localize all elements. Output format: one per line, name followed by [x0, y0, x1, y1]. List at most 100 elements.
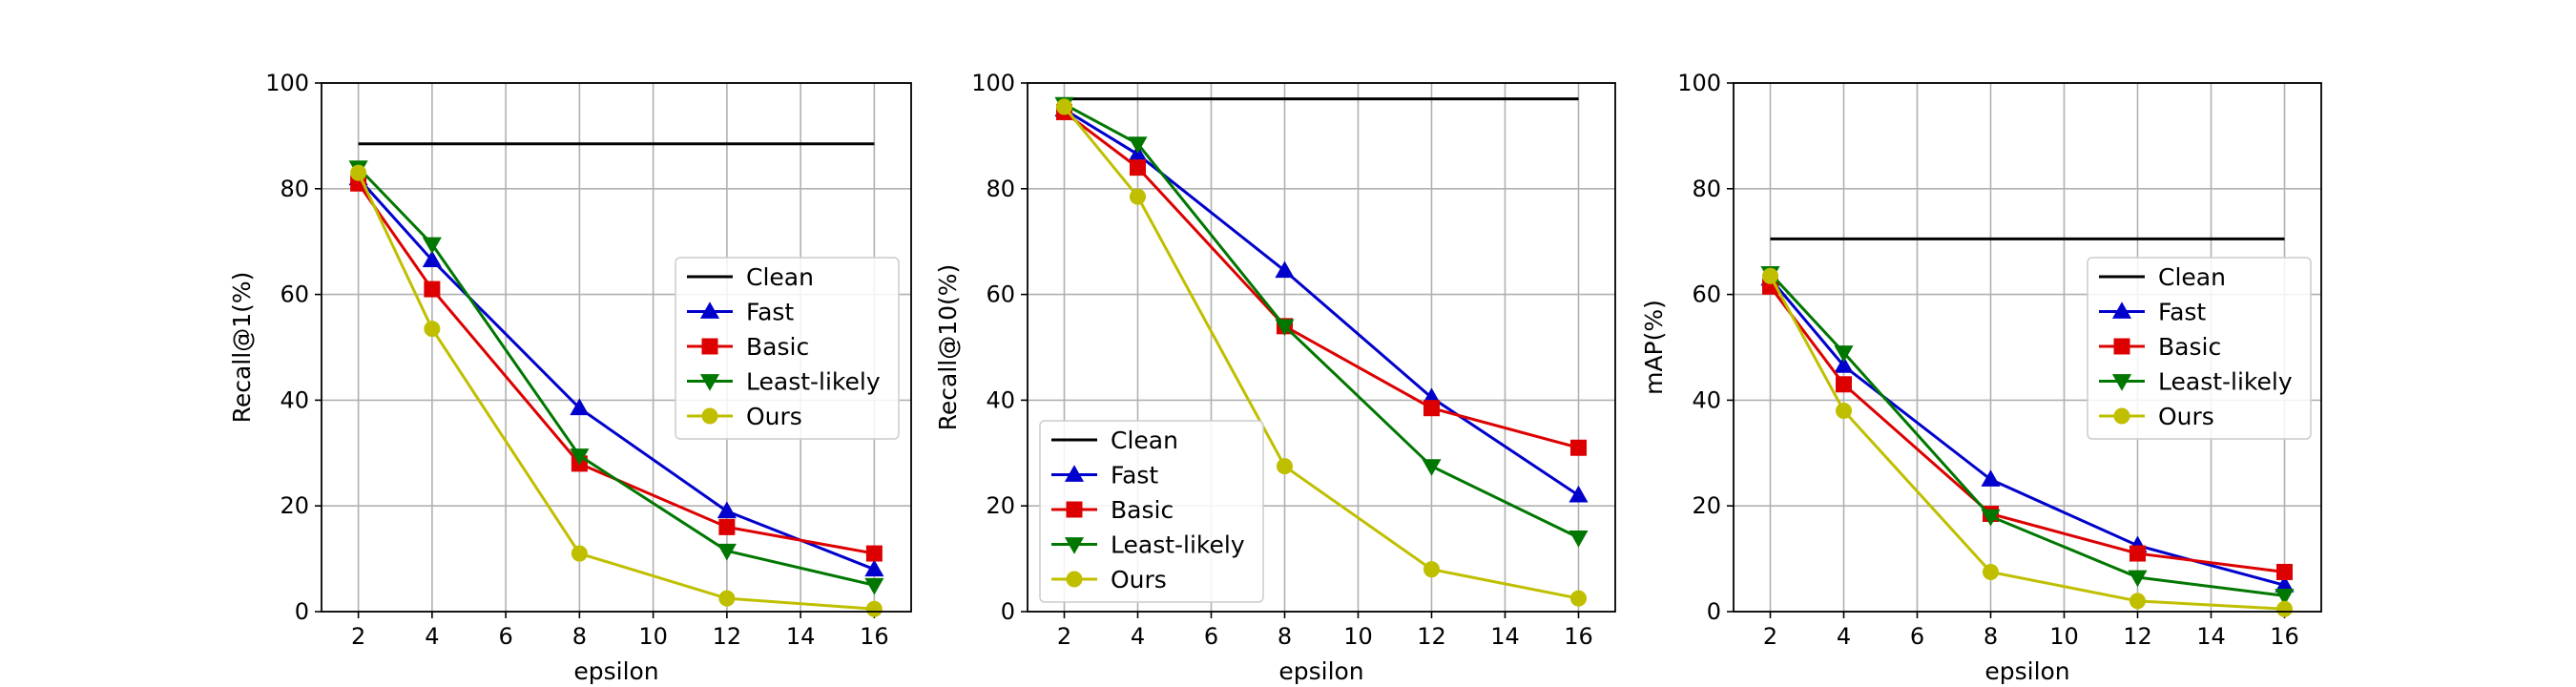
y-axis-title: Recall@1(%): [228, 272, 256, 424]
legend-label: Basic: [1111, 496, 1174, 524]
legend-marker-least-likely: [699, 374, 720, 391]
data-point-least-likely: [570, 448, 590, 466]
data-point-ours: [2129, 593, 2146, 610]
x-tick-label: 14: [2196, 623, 2226, 650]
legend-label: Least-likely: [1111, 531, 1245, 559]
data-point-ours: [1423, 561, 1440, 578]
legend-marker-basic: [701, 338, 718, 355]
y-tick-label: 80: [1692, 176, 1721, 202]
data-point-fast: [1275, 260, 1295, 279]
plot-frame: [1027, 82, 1616, 613]
legend: Clean Fast Basic Least-likely Ours: [1039, 420, 1264, 603]
legend-marker-ours: [2113, 407, 2130, 425]
legend-label: Fast: [1111, 462, 1158, 489]
x-axis-title: epsilon: [573, 657, 658, 685]
data-point-basic: [1570, 439, 1587, 456]
x-tick-label: 8: [572, 623, 587, 650]
legend-label: Basic: [2158, 333, 2221, 361]
plot-frame: [1733, 82, 2322, 613]
y-tick-label: 100: [971, 70, 1015, 96]
y-tick-label: 20: [986, 492, 1015, 519]
legend-label: Ours: [746, 403, 802, 430]
x-tick-label: 10: [1343, 623, 1373, 650]
legend-marker-fast: [2111, 302, 2132, 319]
y-tick-label: 20: [280, 492, 309, 519]
data-point-ours: [350, 164, 367, 181]
data-point-least-likely: [2128, 570, 2148, 588]
y-tick-label: 0: [1707, 598, 1721, 625]
x-tick-label: 16: [860, 623, 889, 650]
chart-panel-1: 2 4 6 8 10 12 14 16 0 20 40 60 80 100 epsilon Recall@1(…: [228, 70, 912, 685]
legend-marker-fast: [1064, 465, 1085, 482]
y-tick-label: 40: [986, 386, 1015, 413]
x-axis-title: epsilon: [1278, 657, 1363, 685]
legend-box: [1039, 420, 1264, 603]
data-point-fast: [1981, 469, 2001, 487]
chart-panel-3: 2 4 6 8 10 12 14 16 0 20 40 60 80 100 epsilon mAP(%) Cle…: [1640, 70, 2322, 685]
legend-marker-least-likely: [2111, 374, 2132, 391]
data-point-least-likely: [1422, 459, 1442, 476]
legend-marker-ours: [1066, 571, 1083, 588]
y-tick-label: 40: [280, 386, 309, 413]
legend-marker-basic: [2113, 338, 2130, 355]
data-point-basic: [718, 518, 736, 535]
data-point-least-likely: [1568, 531, 1589, 548]
chart-panel-2: 2 4 6 8 10 12 14 16 0 20 40 60 80 100 epsilon Recall@10…: [934, 70, 1616, 685]
legend-label: Fast: [746, 299, 794, 326]
x-tick-label: 6: [498, 623, 512, 650]
y-tick-label: 0: [295, 598, 309, 625]
legend: Clean Fast Basic Least-likely Ours: [2087, 257, 2312, 440]
data-point-least-likely: [1981, 509, 2001, 527]
x-axis-title: epsilon: [1984, 657, 2069, 685]
legend-marker-ours: [701, 407, 718, 425]
x-tick-label: 12: [713, 623, 742, 650]
x-tick-label: 2: [351, 623, 365, 650]
legend: Clean Fast Basic Least-likely Ours: [675, 257, 900, 440]
data-point-basic: [424, 281, 441, 298]
data-point-ours: [1983, 563, 1999, 580]
data-point-least-likely: [2275, 588, 2295, 606]
data-point-ours: [1130, 188, 1146, 205]
data-point-least-likely: [864, 577, 884, 595]
y-tick-label: 60: [986, 281, 1015, 308]
y-tick-label: 40: [1692, 386, 1721, 413]
data-point-least-likely: [422, 237, 442, 255]
x-tick-label: 12: [1417, 623, 1446, 650]
data-point-basic: [1836, 376, 1852, 393]
data-point-ours: [718, 590, 736, 607]
data-point-basic: [2129, 545, 2146, 562]
legend-label: Least-likely: [746, 368, 881, 396]
y-tick-label: 80: [986, 176, 1015, 202]
data-point-basic: [1130, 159, 1146, 177]
legend-label: Clean: [2158, 263, 2226, 291]
legend-label: Basic: [746, 333, 809, 361]
y-tick-label: 60: [1692, 281, 1721, 308]
data-point-fast: [570, 398, 590, 416]
y-tick-label: 20: [1692, 492, 1721, 519]
x-tick-label: 4: [1131, 623, 1145, 650]
x-tick-label: 12: [2123, 623, 2152, 650]
legend-label: Ours: [1111, 566, 1167, 593]
x-tick-label: 10: [2049, 623, 2079, 650]
x-tick-label: 6: [1910, 623, 1924, 650]
data-point-ours: [1056, 98, 1072, 115]
x-tick-label: 2: [1763, 623, 1777, 650]
legend-label: Least-likely: [2158, 368, 2293, 396]
x-tick-label: 14: [1490, 623, 1520, 650]
plot-frame: [321, 82, 912, 613]
x-tick-label: 8: [1984, 623, 1998, 650]
y-tick-label: 80: [280, 176, 309, 202]
data-point-basic: [1423, 400, 1440, 417]
x-tick-label: 6: [1204, 623, 1218, 650]
x-tick-label: 10: [638, 623, 668, 650]
y-tick-label: 100: [1677, 70, 1721, 96]
x-tick-label: 14: [786, 623, 816, 650]
data-point-fast: [422, 250, 442, 267]
data-point-ours: [1570, 590, 1587, 607]
legend-box: [675, 257, 900, 440]
data-point-ours: [1836, 402, 1852, 419]
data-point-fast: [717, 501, 737, 519]
legend-label: Ours: [2158, 403, 2214, 430]
y-axis-title: Recall@10(%): [934, 264, 962, 431]
